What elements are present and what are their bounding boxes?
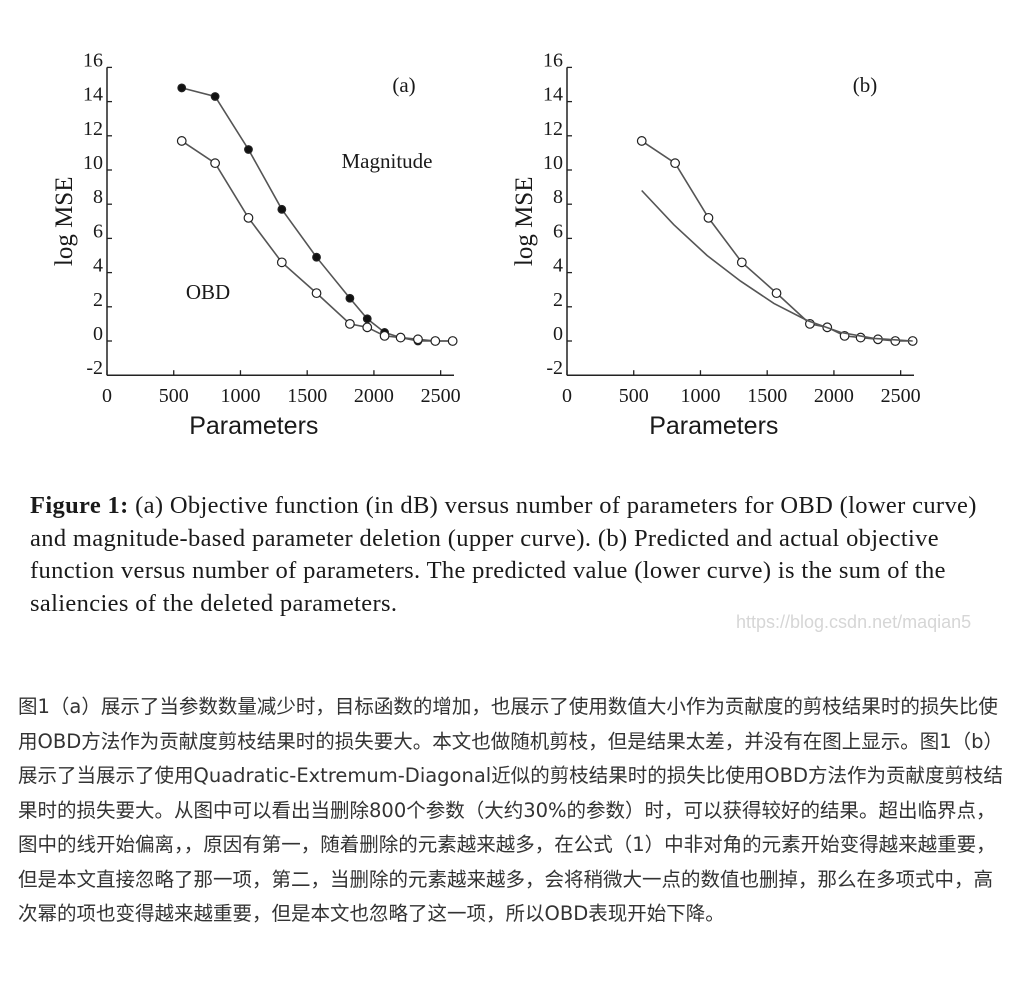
panel-label: (a): [392, 73, 415, 97]
data-point: [855, 332, 866, 343]
data-point: [362, 322, 373, 333]
data-point: [244, 145, 253, 154]
x-tick-label: 1000: [680, 385, 720, 407]
panel-label: (b): [853, 73, 878, 97]
data-point: [413, 334, 423, 345]
x-tick-label: 2000: [354, 385, 394, 407]
figure-caption: Figure 1: (a) Objective function (in dB)…: [30, 490, 1005, 620]
x-tick-label: 500: [619, 385, 649, 407]
series-line-0: [641, 140, 913, 342]
y-tick-label: 8: [553, 186, 563, 208]
x-tick-label: 0: [102, 385, 112, 407]
x-tick-label: 500: [159, 385, 189, 407]
y-tick-label: 8: [93, 186, 103, 208]
x-tick-label: 2500: [881, 385, 921, 407]
x-tick-label: 2500: [421, 385, 461, 407]
annotation-obd: OBD: [186, 280, 230, 304]
x-axis-label: Parameters: [649, 412, 778, 440]
data-point: [430, 336, 441, 346]
data-point: [362, 314, 372, 324]
caption-text: (a) Objective function (in dB) versus nu…: [30, 492, 977, 617]
data-point: [379, 330, 390, 341]
data-point: [210, 158, 221, 169]
y-tick-label: 2: [93, 289, 103, 311]
caption-label: Figure 1:: [30, 492, 129, 519]
y-axis-label: log MSE: [511, 176, 538, 266]
chart-panel-b: -2 0 2 4 6 8 10 12 14 16 0 500 1000 1500 2000 2500 Param…: [511, 49, 921, 440]
y-tick-label: 10: [543, 152, 563, 174]
x-tick-label: 1500: [287, 385, 327, 407]
x-axis-label: Parameters: [189, 412, 318, 440]
data-point: [395, 332, 406, 343]
chart-panel-a: -2 0 2 4 6 8 10 12 14 16 0 500 1000 1500 2000 2500 Param…: [51, 49, 461, 440]
data-point: [311, 288, 322, 299]
y-tick-label: 4: [93, 255, 103, 277]
data-point: [703, 212, 714, 223]
y-tick-label: 0: [93, 323, 103, 345]
data-point: [670, 158, 681, 169]
y-axis-label: log MSE: [51, 176, 78, 266]
y-tick-label: 6: [93, 220, 103, 242]
data-point: [736, 257, 747, 268]
data-point: [636, 136, 647, 146]
data-point: [210, 92, 220, 101]
annotation-magnitude: Magnitude: [342, 149, 433, 173]
data-point: [276, 257, 287, 268]
series-line-1: [641, 189, 913, 342]
y-tick-label: 6: [553, 220, 563, 242]
data-point: [344, 319, 355, 329]
data-point: [277, 204, 287, 214]
data-point: [177, 83, 187, 93]
data-point: [176, 136, 187, 146]
article-paragraph: 图1（a）展示了当参数数量减少时，目标函数的增加，也展示了使用数值大小作为贡献度…: [18, 695, 1004, 925]
y-tick-label: -2: [86, 357, 103, 379]
y-tick-label: -2: [546, 357, 563, 379]
y-tick-label: 4: [553, 255, 563, 277]
data-point: [345, 293, 355, 303]
data-point: [890, 336, 901, 346]
x-tick-label: 0: [562, 385, 572, 407]
data-point: [243, 212, 254, 223]
x-tick-label: 2000: [814, 385, 854, 407]
y-tick-label: 12: [543, 118, 563, 140]
data-point: [312, 252, 321, 262]
y-tick-label: 12: [83, 118, 103, 140]
y-tick-label: 16: [543, 49, 563, 71]
y-tick-label: 14: [543, 84, 563, 106]
watermark: https://blog.csdn.net/maqian5: [736, 612, 972, 632]
data-point: [447, 336, 458, 346]
y-tick-label: 16: [83, 49, 103, 71]
y-tick-label: 0: [553, 323, 563, 345]
data-point: [771, 288, 782, 299]
x-tick-label: 1000: [220, 385, 260, 407]
y-tick-label: 14: [83, 84, 103, 106]
x-tick-label: 1500: [747, 385, 787, 407]
y-tick-label: 2: [553, 289, 563, 311]
y-tick-label: 10: [83, 152, 103, 174]
